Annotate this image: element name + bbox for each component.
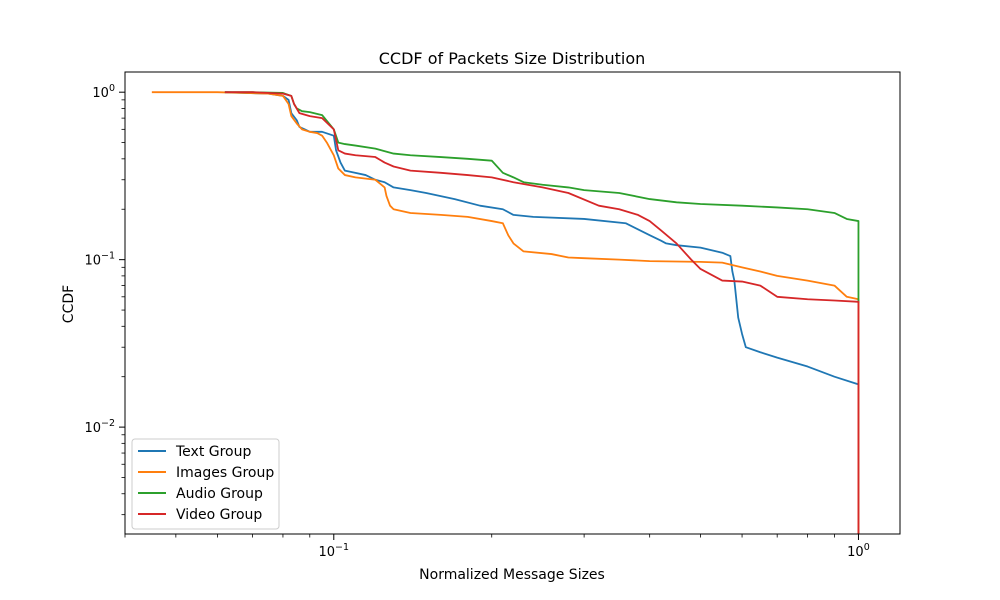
legend: Text Group Images Group Audio Group Video G… (131, 438, 280, 530)
plot-frame (124, 71, 901, 535)
legend-box (131, 438, 280, 530)
series-line-video-group (224, 91, 860, 534)
x-tick-label: 10−1 (319, 542, 350, 560)
legend-label: Text Group (175, 444, 252, 460)
legend-label: Video Group (176, 507, 262, 523)
x-axis-label: Normalized Message Sizes (419, 567, 605, 583)
series-line-images-group (151, 91, 860, 534)
y-axis-label: CCDF (61, 285, 77, 323)
chart-title: CCDF of Packets Size Distribution (379, 49, 646, 68)
axis-ticks: 10−1 100 10−2 10−1 100 (84, 83, 869, 560)
x-tick-label: 100 (847, 542, 870, 560)
legend-label: Images Group (176, 465, 274, 481)
y-tick-label: 10−1 (84, 251, 115, 269)
series-lines (151, 91, 860, 534)
series-line-audio-group (224, 91, 860, 304)
series-line-text-group (224, 91, 860, 534)
legend-label: Audio Group (176, 486, 263, 502)
y-tick-label: 10−2 (84, 418, 115, 436)
y-tick-label: 100 (92, 83, 115, 101)
